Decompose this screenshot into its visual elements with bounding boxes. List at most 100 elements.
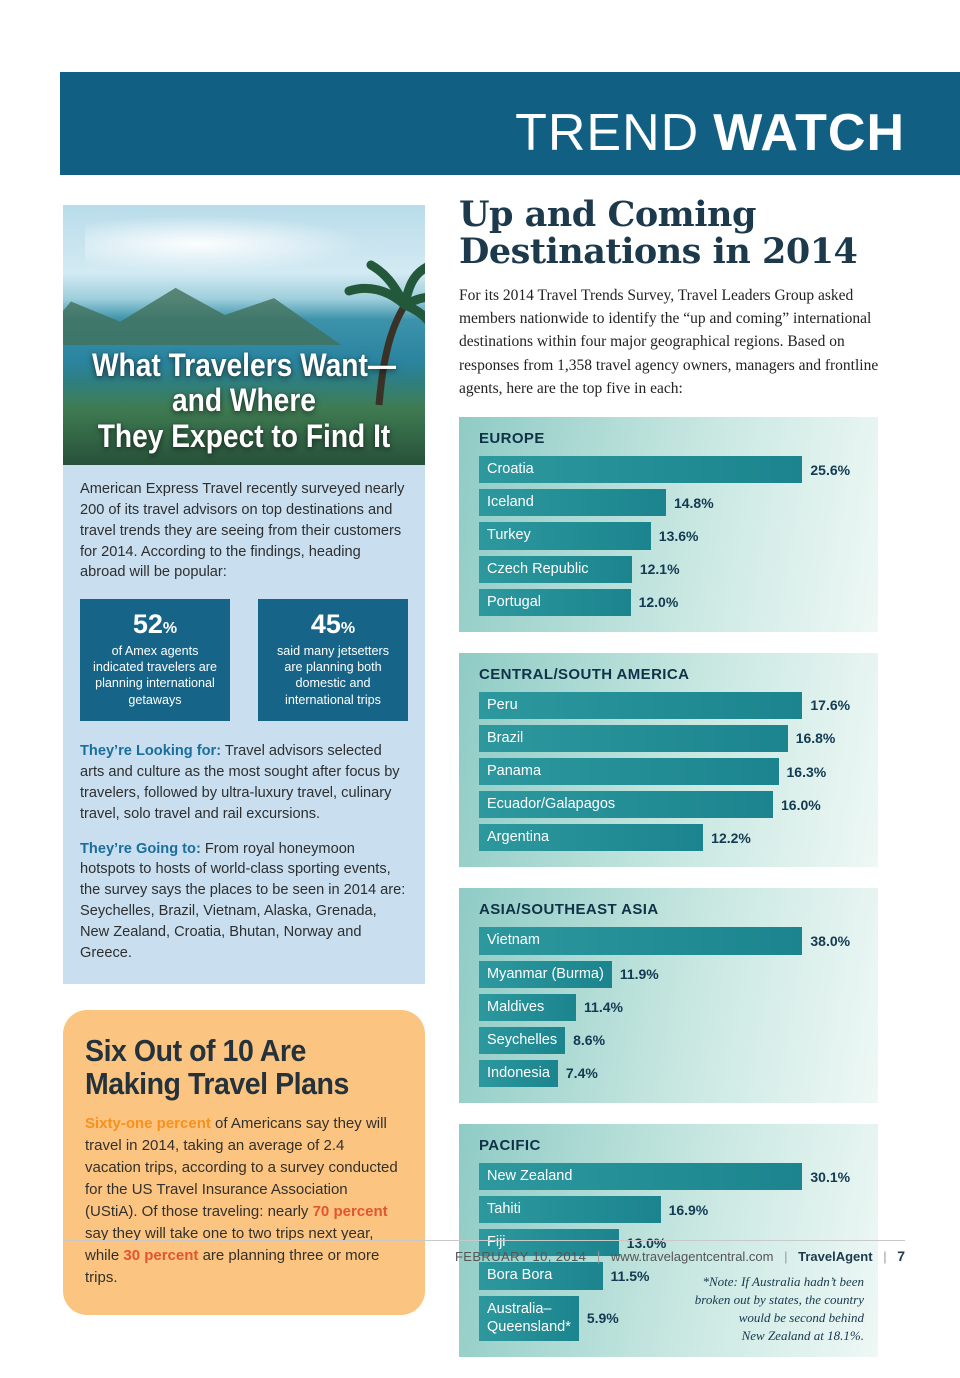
stat-number: 45 bbox=[310, 609, 341, 640]
stat-boxes: 52% of Amex agents indicated travelers a… bbox=[80, 599, 408, 722]
chart-region-title: EUROPE bbox=[479, 430, 545, 448]
bar-value: 16.3% bbox=[786, 763, 827, 780]
bar: Czech Republic bbox=[479, 555, 632, 583]
bar-row: Turkey 13.6% bbox=[479, 522, 864, 550]
bar-value: 16.8% bbox=[795, 730, 836, 747]
article-intro: For its 2014 Travel Trends Survey, Trave… bbox=[459, 286, 879, 397]
bar-row: Brazil 16.8% bbox=[479, 724, 864, 752]
bar-value: 38.0% bbox=[810, 932, 851, 949]
bar-value: 12.0% bbox=[638, 594, 679, 611]
cloud-graphic bbox=[84, 215, 368, 273]
chart-panel: ASIA/SOUTHEAST ASIA Vietnam 38.0% Myanmar (… bbox=[459, 888, 878, 1103]
looking-for-text: Travel advisors selected arts and cultur… bbox=[80, 743, 400, 822]
bar: Panama bbox=[479, 758, 779, 786]
bar-value: 11.5% bbox=[610, 1267, 650, 1284]
bar-value: 7.4% bbox=[565, 1065, 598, 1082]
bar-row: Bora Bora 11.5% bbox=[479, 1262, 864, 1290]
right-column: Up and Coming Destinations in 2014 For i… bbox=[459, 196, 905, 1378]
bar-row: Argentina 12.2% bbox=[479, 824, 864, 852]
chart-region-title: PACIFIC bbox=[479, 1137, 541, 1154]
bar: Australia– Queensland* bbox=[479, 1295, 579, 1341]
bar-row: Tahiti 16.9% bbox=[479, 1196, 864, 1224]
mountain-graphic bbox=[63, 287, 342, 346]
bar-value: 14.8% bbox=[673, 494, 714, 511]
bar-row: New Zealand 30.1% bbox=[479, 1163, 864, 1191]
bar-value: 17.6% bbox=[810, 697, 851, 714]
bar: Iceland bbox=[479, 489, 666, 517]
stat-box-international: 52% of Amex agents indicated travelers a… bbox=[80, 599, 230, 722]
stat-value: 45% bbox=[267, 610, 399, 638]
article-title: Up and Coming Destinations in 2014 bbox=[459, 194, 858, 273]
travel-plans-title: Six Out of 10 Are Making Travel Plans bbox=[85, 1032, 349, 1102]
bar-value: 30.1% bbox=[810, 1168, 851, 1185]
bar-value: 13.6% bbox=[658, 527, 699, 544]
bar-row: Portugal 12.0% bbox=[479, 588, 864, 616]
stat-box-jetsetters: 45% said many jetsetters are planning bo… bbox=[258, 599, 408, 722]
bar-row: Czech Republic 12.1% bbox=[479, 555, 864, 583]
highlight-stat: 70 percent bbox=[312, 1202, 388, 1220]
footer-url[interactable]: www.travelagentcentral.com bbox=[610, 1249, 774, 1264]
bar: Seychelles bbox=[479, 1026, 566, 1054]
stat-value: 52% bbox=[89, 610, 221, 638]
banner-title: TREND WATCH bbox=[515, 107, 905, 159]
bar-row: Seychelles 8.6% bbox=[479, 1026, 864, 1054]
page-footer: FEBRUARY 10, 2014 | www.travelagentcentr… bbox=[63, 1240, 905, 1264]
bar: Argentina bbox=[479, 824, 704, 852]
bar: Myanmar (Burma) bbox=[479, 960, 612, 988]
bar-row: Peru 17.6% bbox=[479, 691, 864, 719]
bar-value: 13.0% bbox=[626, 1234, 667, 1251]
bar-value: 5.9% bbox=[586, 1310, 619, 1327]
plain-text: are planning three or more trips. bbox=[85, 1246, 380, 1286]
bar: Bora Bora bbox=[479, 1262, 603, 1290]
bar-row: Croatia 25.6% bbox=[479, 456, 864, 484]
bar-row: Iceland 14.8% bbox=[479, 489, 864, 517]
chart-note: *Note: If Australia hadn’t been broken o… bbox=[694, 1274, 864, 1343]
bar-row: Myanmar (Burma) 11.9% bbox=[479, 960, 864, 988]
photo-title: What Travelers Want— and Where They Expe… bbox=[91, 346, 397, 455]
stat-percent-sign: % bbox=[340, 620, 356, 638]
bar-row: Fiji 13.0% bbox=[479, 1229, 864, 1257]
highlight-stat: 30 percent bbox=[123, 1246, 199, 1264]
going-to-lead: They’re Going to: bbox=[80, 840, 201, 857]
bar: Portugal bbox=[479, 588, 631, 616]
bar-row: Vietnam 38.0% bbox=[479, 927, 864, 955]
bar-row: Indonesia 7.4% bbox=[479, 1059, 864, 1087]
travel-plans-text: Sixty-one percent of Americans say they … bbox=[85, 1113, 403, 1289]
chart-panel: CENTRAL/SOUTH AMERICA Peru 17.6% Brazil 16.8… bbox=[459, 652, 878, 868]
bar-value: 8.6% bbox=[573, 1032, 606, 1049]
stat-caption: said many jetsetters are planning both d… bbox=[277, 643, 389, 707]
bar-value: 12.1% bbox=[639, 561, 680, 578]
going-to-paragraph: They’re Going to: From royal honeymoon h… bbox=[80, 839, 408, 964]
stat-number: 52 bbox=[132, 609, 163, 640]
bar-value: 12.2% bbox=[711, 829, 751, 846]
bar: Tahiti bbox=[479, 1196, 661, 1224]
footer-brand: TravelAgent bbox=[798, 1249, 873, 1264]
bar-value: 25.6% bbox=[810, 461, 851, 478]
left-column: What Travelers Want— and Where They Expe… bbox=[63, 205, 425, 1315]
footer-page-number: 7 bbox=[897, 1248, 905, 1264]
banner-title-light: TREND bbox=[515, 104, 700, 162]
bar: Maldives bbox=[479, 993, 577, 1021]
bar-value: 16.0% bbox=[781, 796, 821, 813]
highlight-stat: Sixty-one percent bbox=[85, 1114, 211, 1132]
bar: Ecuador/Galapagos bbox=[479, 791, 773, 819]
going-to-text: From royal honeymoon hotspots to hosts o… bbox=[80, 840, 406, 961]
footer-separator: | bbox=[883, 1249, 887, 1264]
banner-title-bold: WATCH bbox=[713, 104, 905, 162]
chart-region-title: ASIA/SOUTHEAST ASIA bbox=[479, 901, 659, 919]
magazine-page: TREND WATCH What Travelers Want— and Wher… bbox=[60, 72, 960, 1357]
bar-value: 11.9% bbox=[619, 966, 659, 983]
bar: Turkey bbox=[479, 522, 651, 550]
bar: Fiji bbox=[479, 1229, 619, 1257]
chart-region-title: CENTRAL/SOUTH AMERICA bbox=[479, 665, 690, 683]
bar: Brazil bbox=[479, 724, 788, 752]
bar: Peru bbox=[479, 691, 803, 719]
bar: Vietnam bbox=[479, 927, 803, 955]
bar: Indonesia bbox=[479, 1059, 558, 1087]
footer-date: FEBRUARY 10, 2014 bbox=[454, 1249, 587, 1264]
travel-plans-box: Six Out of 10 Are Making Travel Plans Si… bbox=[63, 1009, 425, 1315]
bar: New Zealand bbox=[479, 1163, 803, 1191]
chart-panels: EUROPE Croatia 25.6% Iceland 14.8% Turkey 13.6… bbox=[459, 417, 878, 1357]
bar-row: Panama 16.3% bbox=[479, 758, 864, 786]
palm-tree-graphic bbox=[344, 260, 425, 405]
